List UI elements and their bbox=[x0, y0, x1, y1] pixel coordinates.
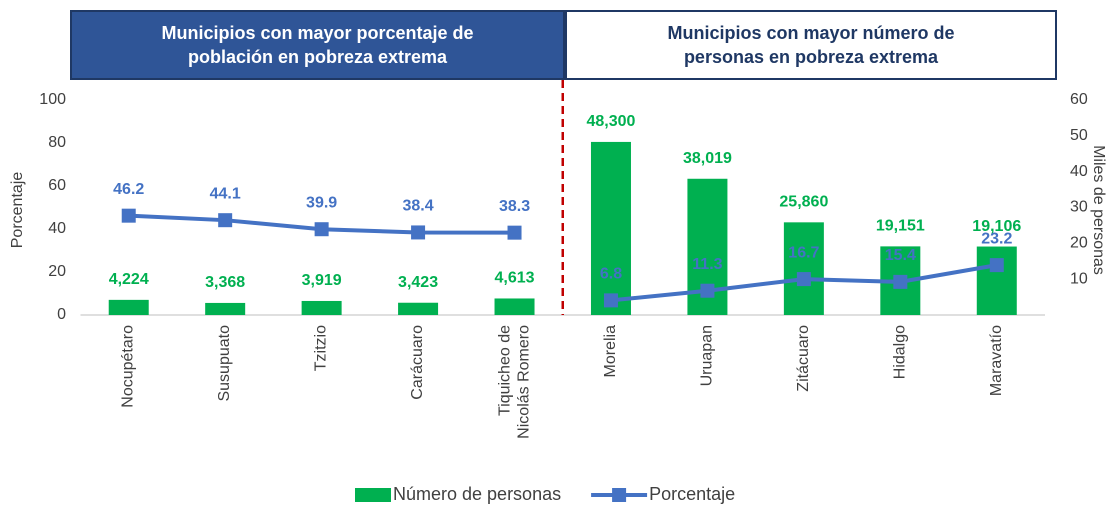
y-tick-label: 80 bbox=[48, 134, 66, 151]
bar bbox=[398, 302, 439, 315]
bar-value-label: 3,919 bbox=[302, 272, 342, 289]
line-marker bbox=[121, 208, 136, 223]
y-tick-label: 60 bbox=[48, 177, 66, 194]
line-marker bbox=[893, 274, 908, 289]
line-value-label: 15.4 bbox=[885, 247, 916, 264]
x-tick-label: Nocupétaro bbox=[120, 325, 137, 408]
line-value-label: 44.1 bbox=[210, 185, 241, 202]
line-marker bbox=[989, 258, 1004, 273]
x-tick-label: Susupuato bbox=[216, 325, 233, 402]
bar bbox=[205, 302, 246, 315]
line-value-label: 16.7 bbox=[788, 244, 819, 261]
line-marker bbox=[796, 272, 811, 287]
bar bbox=[976, 246, 1017, 315]
y2-tick-label: 20 bbox=[1070, 235, 1088, 252]
x-tick-label: Zitácuaro bbox=[795, 325, 812, 392]
bar-value-label: 4,613 bbox=[495, 270, 535, 287]
panel-title: Municipios con mayor porcentaje de pobla… bbox=[70, 10, 565, 80]
y-axis-title: Porcentaje bbox=[9, 172, 26, 249]
line-marker bbox=[603, 293, 618, 308]
bar-value-label: 4,224 bbox=[109, 271, 149, 288]
legend-swatch bbox=[355, 488, 391, 502]
line-marker bbox=[700, 283, 715, 298]
x-tick-label: Tzitzio bbox=[313, 325, 330, 371]
x-tick-label: Tiquicheo de Nicolás Romero bbox=[497, 325, 533, 439]
x-tick-label: Hidalgo bbox=[892, 325, 909, 379]
y-tick-label: 40 bbox=[48, 220, 66, 237]
line-value-label: 38.4 bbox=[403, 198, 434, 215]
y2-tick-label: 30 bbox=[1070, 199, 1088, 216]
bar-value-label: 25,860 bbox=[779, 194, 828, 211]
y2-tick-label: 10 bbox=[1070, 270, 1088, 287]
y2-axis-title: Miles de personas bbox=[1090, 145, 1107, 275]
y-tick-label: 0 bbox=[57, 306, 66, 323]
bar-value-label: 3,368 bbox=[205, 274, 245, 291]
y2-tick-label: 60 bbox=[1070, 91, 1088, 108]
bar-value-label: 19,151 bbox=[876, 218, 925, 235]
x-tick-label: Uruapan bbox=[699, 325, 716, 386]
legend-label: Porcentaje bbox=[649, 484, 735, 504]
line-value-label: 46.2 bbox=[113, 181, 144, 198]
bar-value-label: 38,019 bbox=[683, 150, 732, 167]
panel-title: Municipios con mayor número de personas … bbox=[565, 10, 1057, 80]
line-value-label: 11.3 bbox=[692, 256, 722, 273]
line-value-label: 39.9 bbox=[306, 194, 337, 211]
bar-value-label: 3,423 bbox=[398, 274, 438, 291]
y2-tick-label: 50 bbox=[1070, 127, 1088, 144]
x-tick-label: Morelia bbox=[602, 325, 619, 378]
line-value-label: 38.3 bbox=[499, 198, 530, 215]
bar-value-label: 48,300 bbox=[587, 113, 636, 130]
legend-label: Número de personas bbox=[393, 484, 561, 504]
y-tick-label: 20 bbox=[48, 263, 66, 280]
x-tick-label: Maravatío bbox=[988, 325, 1005, 396]
line-marker bbox=[411, 225, 426, 240]
legend-swatch bbox=[612, 488, 627, 502]
y-tick-label: 100 bbox=[39, 91, 66, 108]
line-value-label: 6.8 bbox=[600, 266, 622, 283]
line-value-label: 23.2 bbox=[981, 230, 1012, 247]
bar bbox=[783, 222, 824, 315]
y2-tick-label: 40 bbox=[1070, 163, 1088, 180]
x-tick-label: Carácuaro bbox=[409, 325, 426, 400]
bar bbox=[301, 300, 342, 315]
bar bbox=[108, 299, 149, 315]
line-marker bbox=[314, 222, 329, 237]
bar bbox=[590, 141, 631, 315]
line-marker bbox=[507, 225, 522, 240]
bar bbox=[494, 298, 535, 315]
bar-value-label: 19,106 bbox=[972, 218, 1021, 235]
line-marker bbox=[218, 213, 233, 228]
